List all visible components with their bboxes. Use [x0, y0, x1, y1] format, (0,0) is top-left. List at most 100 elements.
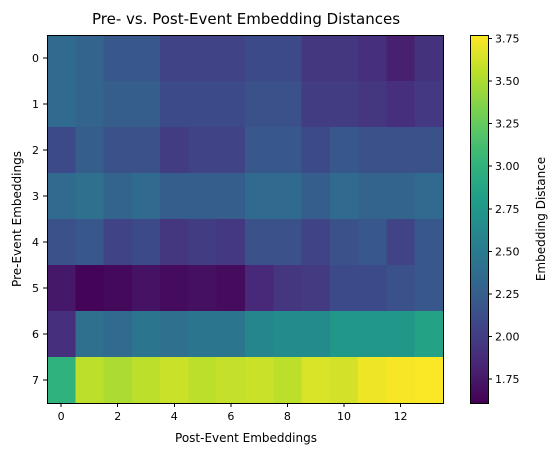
heatmap-cell — [329, 127, 359, 174]
heatmap-cell — [414, 35, 444, 82]
colorbar-tick-label: 1.75 — [495, 373, 520, 386]
heatmap-cell — [75, 81, 105, 128]
heatmap-cell — [358, 127, 388, 174]
colorbar-tick-label: 3.75 — [495, 32, 520, 45]
colorbar-tick-label: 2.25 — [495, 288, 520, 301]
heatmap-cell — [386, 35, 416, 82]
heatmap-cell — [75, 35, 105, 82]
heatmap-cell — [160, 265, 190, 312]
heatmap-cell — [414, 357, 444, 404]
x-axis-ticks: 0 2 4 6 8 10 12 — [58, 403, 408, 423]
y-tick-label: 4 — [32, 236, 39, 249]
heatmap-cell — [188, 219, 218, 266]
heatmap-cell — [103, 265, 133, 312]
colorbar-label: Embedding Distance — [534, 157, 548, 281]
heatmap-cell — [131, 35, 161, 82]
heatmap-cell — [216, 127, 246, 174]
x-tick-label: 4 — [171, 410, 178, 423]
heatmap-cell — [329, 265, 359, 312]
heatmap-cell — [188, 35, 218, 82]
heatmap-cell — [245, 81, 274, 128]
y-tick-label: 5 — [32, 282, 39, 295]
heatmap-cell — [414, 265, 444, 312]
colorbar-tick-label: 3.50 — [495, 75, 520, 88]
heatmap-cell — [273, 357, 303, 404]
heatmap-cell — [131, 127, 161, 174]
heatmap-cell — [245, 311, 274, 358]
heatmap-cell — [216, 219, 246, 266]
y-tick-label: 6 — [32, 328, 39, 341]
heatmap-cell — [414, 173, 444, 220]
heatmap-cell — [103, 357, 133, 404]
y-tick-label: 0 — [32, 52, 39, 65]
heatmap-cell — [216, 173, 246, 220]
heatmap-cell — [273, 173, 303, 220]
heatmap-cell — [103, 219, 133, 266]
x-tick-label: 8 — [284, 410, 291, 423]
heatmap-cell — [188, 311, 218, 358]
heatmap-cell — [245, 357, 274, 404]
heatmap-cell — [273, 311, 303, 358]
heatmap-cell — [245, 35, 274, 82]
heatmap-cell — [358, 357, 388, 404]
heatmap-cell — [131, 173, 161, 220]
heatmap-cell — [216, 265, 246, 312]
heatmap-cell — [329, 219, 359, 266]
heatmap-cell — [386, 265, 416, 312]
heatmap-cell — [47, 357, 76, 404]
heatmap-cell — [301, 173, 331, 220]
colorbar-tick-label: 2.00 — [495, 331, 520, 344]
colorbar-ticks: 1.75 2.00 2.25 2.50 2.75 3.00 3.25 3.50 3.75 — [488, 32, 520, 386]
heatmap-frame — [47, 35, 444, 404]
heatmap-cell — [216, 357, 246, 404]
x-axis-label: Post-Event Embeddings — [175, 431, 317, 445]
heatmap-cell — [245, 219, 274, 266]
heatmap-cell — [386, 173, 416, 220]
heatmap-cell — [216, 81, 246, 128]
heatmap-cell — [301, 35, 331, 82]
heatmap-cell — [414, 81, 444, 128]
x-tick-label: 12 — [394, 410, 408, 423]
heatmap-cell — [386, 219, 416, 266]
colorbar-tick-label: 3.25 — [495, 118, 520, 131]
heatmap-cell — [358, 81, 388, 128]
heatmap-cell — [131, 311, 161, 358]
heatmap-cell — [358, 311, 388, 358]
y-tick-label: 2 — [32, 144, 39, 157]
heatmap-cell — [47, 311, 76, 358]
heatmap-cell — [160, 357, 190, 404]
heatmap-cell — [188, 127, 218, 174]
y-tick-label: 7 — [32, 374, 39, 387]
heatmap-cell — [75, 219, 105, 266]
heatmap-cell — [386, 357, 416, 404]
heatmap-cell — [131, 357, 161, 404]
heatmap-cell — [160, 311, 190, 358]
x-tick-label: 10 — [337, 410, 351, 423]
colorbar — [470, 35, 488, 403]
y-axis-label: Pre-Event Embeddings — [10, 151, 24, 287]
heatmap-cell — [188, 265, 218, 312]
heatmap-cell — [47, 35, 76, 82]
heatmap-cell — [160, 81, 190, 128]
heatmap-cell — [131, 265, 161, 312]
heatmap-cell — [329, 357, 359, 404]
heatmap-cell — [358, 35, 388, 82]
colorbar-frame — [470, 35, 489, 404]
heatmap-cell — [245, 127, 274, 174]
heatmap-cell — [386, 127, 416, 174]
heatmap-cell — [160, 35, 190, 82]
heatmap-cell — [329, 35, 359, 82]
x-tick-label: 6 — [227, 410, 234, 423]
x-tick-label: 2 — [114, 410, 121, 423]
heatmap-cell — [358, 265, 388, 312]
heatmap-cell — [75, 357, 105, 404]
heatmap-cell — [273, 127, 303, 174]
heatmap-cell — [75, 311, 105, 358]
heatmap-cells — [47, 35, 444, 404]
colorbar-tick-label: 3.00 — [495, 160, 520, 173]
heatmap-cell — [47, 173, 76, 220]
heatmap-cell — [301, 357, 331, 404]
heatmap-cell — [75, 265, 105, 312]
y-tick-label: 3 — [32, 190, 39, 203]
y-tick-label: 1 — [32, 98, 39, 111]
